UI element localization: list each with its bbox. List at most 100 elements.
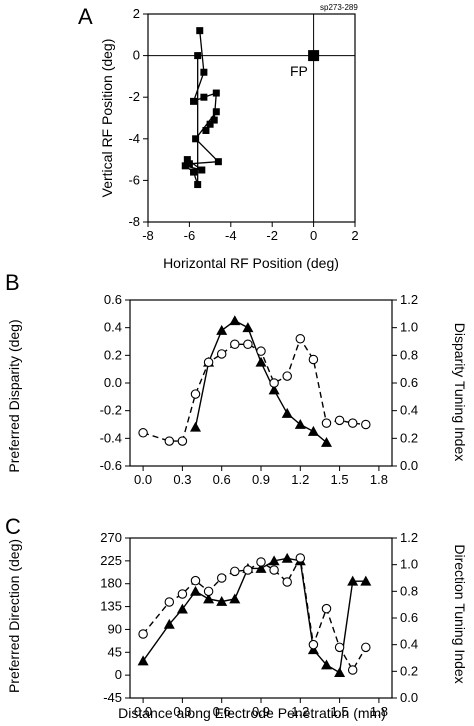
panel-c-ytick-label-left: 180 [100,576,122,591]
panel-b-circle-point [190,389,201,399]
panel-b-circle-point [164,436,175,446]
panel-c-triangle-point [321,659,332,670]
panel-a-ytick-label: -6 [128,172,140,187]
panel-c-triangle-point [203,593,215,604]
rf-point [192,135,200,143]
rf-point [196,27,204,35]
rf-point [214,158,222,166]
panel-a-ylabel: Vertical RF Position (deg) [99,39,115,198]
panel-b-circle-point [282,371,292,381]
panel-b-ytick-label-right: 0.8 [400,347,418,362]
panel-a-xtick-label: -4 [225,228,237,243]
panel-b-ytick-label-left: -0.6 [100,458,122,473]
panel-b-circle-point [177,436,188,446]
panel-b-triangle-point [307,425,319,436]
panel-c-triangle-point [137,655,149,666]
panel-c-xtick-label: 0.0 [134,704,152,719]
panel-c-ytick-label-left: 270 [100,530,122,545]
panel-b-triangle-point [229,315,241,326]
panel-c-ytick-label-right: 0.8 [400,583,418,598]
panel-c-triangle-point [216,595,228,606]
panel-b-circle-point [308,354,319,365]
panel-b: B Preferred Disparity (deg) Disparity Tu… [5,270,468,487]
panel-b-circle-point [334,415,345,426]
panel-label-c: C [5,514,21,539]
panel-c-ytick-label-left: 90 [108,621,122,636]
panel-c-triangle-point [360,575,372,586]
rf-point [194,52,202,60]
rf-point [181,162,189,170]
panel-c-ylabel-right: Direction Tuning Index [452,544,468,683]
panel-c-circle-point [321,603,332,614]
panel-c-triangle-point [176,603,188,614]
panel-b-xtick-label: 0.9 [252,472,270,487]
panel-label-a: A [78,4,93,29]
panel-a-xtick-label: -8 [142,228,154,243]
panel-c-triangle-point [255,562,267,573]
panel-c-circle-point [256,557,266,567]
panel-a-ytick-label: 2 [133,6,140,21]
panel-c-triangle-point [281,552,293,563]
panel-c-circle-point [230,566,240,577]
panel-a-xtick-label: -6 [184,228,196,243]
panel-b-circle-point [269,378,279,388]
panel-c-series-triangle-line [142,557,366,674]
panel-b-ytick-label-right: 1.2 [400,292,418,307]
panel-b-ytick-label-left: -0.2 [100,403,122,418]
panel-c-series-circle-line [142,555,367,672]
fixation-point-marker [308,50,320,62]
rf-point [212,108,220,116]
panel-b-ylabel-right: Disparity Tuning Index [452,323,468,462]
panel-b-triangle-point [268,384,280,395]
panel-b-xtick-label: 0.6 [213,472,231,487]
panel-c-ytick-label-right: 0.4 [400,637,418,652]
panel-b-ytick-label-left: 0.0 [104,375,122,390]
panel-b-series-circle-line [142,337,366,442]
panel-b-xtick-label: 0.3 [173,472,191,487]
panel-b-triangle-point [190,421,201,432]
fp-annotation: FP [290,63,308,79]
panel-b-triangle-point [216,324,228,335]
rf-point [198,166,206,174]
panel-c-ytick-label-right: 1.2 [400,530,418,545]
panel-c-ytick-label-left: 0 [115,667,122,682]
panel-c-circle-point [361,642,371,653]
panel-c-circle-point [295,553,306,563]
panel-c-triangle-point [163,618,175,629]
panel-c-xtick-label: 1.2 [291,704,309,719]
panel-c-ytick-label-left: 225 [100,553,122,568]
panel-c-circle-point [243,565,253,575]
panel-b-circle-point [256,346,266,356]
panel-b-circle-point [321,418,332,428]
panel-a-frame [147,13,356,223]
panel-b-circle-point [138,428,148,438]
panel-c-circle-point [164,597,175,607]
panel-c-ytick-label-right: 0.6 [400,610,418,625]
panel-b-ytick-label-right: 0.6 [400,375,418,390]
panel-b-ytick-label-left: 0.6 [104,292,122,307]
panel-b-triangle-point [321,436,332,447]
rf-point [185,160,193,168]
panel-b-circle-point [203,357,214,367]
rf-point [190,168,198,176]
panel-c-ytick-label-left: 135 [100,599,122,614]
rf-point [212,89,220,97]
panel-c-triangle-point [334,667,346,678]
panel-a-ytick-label: -4 [128,131,140,146]
panel-label-b: B [5,270,20,295]
panel-c-xtick-label: 1.5 [331,704,349,719]
panel-b-circle-point [295,333,306,344]
rf-point [210,116,218,124]
panel-b-triangle-point [242,322,254,333]
panel-b-ytick-label-right: 0.0 [400,458,418,473]
panel-a-ytick-label: 0 [133,48,140,63]
panel-c-triangle-point [347,575,359,586]
panel-b-xtick-label: 1.8 [370,472,388,487]
panel-c-ytick-label-left: -45 [103,690,122,705]
panel-a-ytick-label: -2 [128,89,140,104]
panel-c-ytick-label-right: 1.0 [400,557,418,572]
rf-point [206,120,214,128]
rf-point [194,181,202,189]
panel-c-circle-point [190,575,201,586]
panel-b-ylabel-left: Preferred Disparity (deg) [6,319,22,472]
